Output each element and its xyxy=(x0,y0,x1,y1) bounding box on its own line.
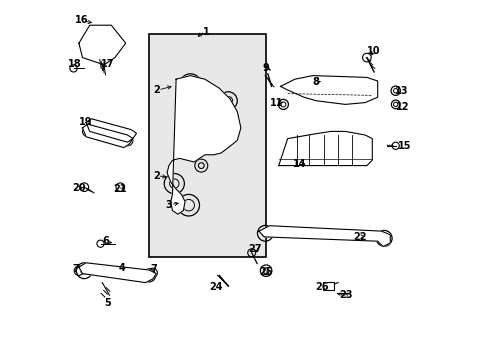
Text: 9: 9 xyxy=(262,63,269,73)
Text: 3: 3 xyxy=(165,200,172,210)
Polygon shape xyxy=(82,124,133,148)
Text: 24: 24 xyxy=(209,282,223,292)
Text: 12: 12 xyxy=(395,102,409,112)
Text: 20: 20 xyxy=(72,183,85,193)
Text: 8: 8 xyxy=(312,77,319,87)
Polygon shape xyxy=(278,131,371,166)
Text: 6: 6 xyxy=(102,236,109,246)
Text: 11: 11 xyxy=(269,98,283,108)
Text: 17: 17 xyxy=(101,59,114,69)
Text: 23: 23 xyxy=(339,290,352,300)
Bar xyxy=(149,34,265,257)
Polygon shape xyxy=(167,76,241,214)
Text: 21: 21 xyxy=(113,184,127,194)
Text: 2: 2 xyxy=(153,171,160,181)
Text: 7: 7 xyxy=(72,264,79,274)
Polygon shape xyxy=(79,263,156,283)
Polygon shape xyxy=(280,76,377,104)
Polygon shape xyxy=(258,226,389,247)
Text: 25: 25 xyxy=(259,267,272,277)
Text: 7: 7 xyxy=(150,264,157,274)
Text: 16: 16 xyxy=(75,15,88,25)
Text: 13: 13 xyxy=(395,86,408,96)
Text: 14: 14 xyxy=(292,159,305,169)
Text: 26: 26 xyxy=(314,282,328,292)
Text: 4: 4 xyxy=(119,263,125,273)
Text: 5: 5 xyxy=(104,298,111,308)
Bar xyxy=(322,282,333,290)
Polygon shape xyxy=(79,25,125,65)
Text: 18: 18 xyxy=(68,59,81,69)
Text: 22: 22 xyxy=(352,232,366,242)
Text: 1: 1 xyxy=(203,27,210,37)
Text: 2: 2 xyxy=(153,85,160,95)
Text: 19: 19 xyxy=(79,117,92,127)
Text: 27: 27 xyxy=(248,244,262,255)
Text: 10: 10 xyxy=(366,46,379,56)
Text: 15: 15 xyxy=(397,141,410,151)
Polygon shape xyxy=(86,119,136,142)
